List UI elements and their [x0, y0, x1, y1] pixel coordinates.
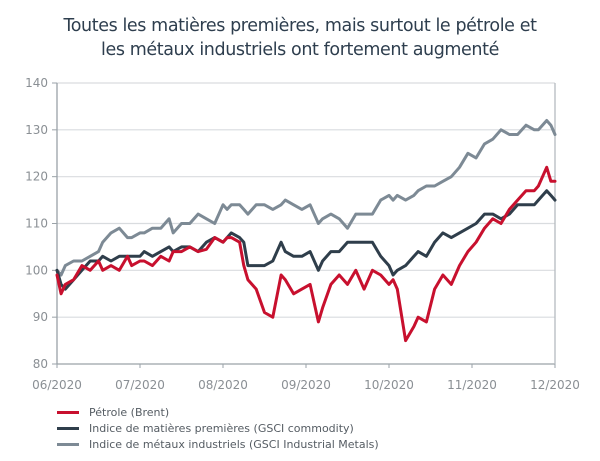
- x-tick-label: 11/2020: [447, 378, 497, 392]
- legend: Pétrole (Brent) Indice de matières premi…: [57, 404, 379, 452]
- x-tick-label: 07/2020: [115, 378, 165, 392]
- series-line-gsci-metals: [55, 119, 557, 277]
- y-tick-label: 80: [33, 357, 48, 371]
- legend-item-gsci-commodity: Indice de matières premières (GSCI commo…: [57, 420, 379, 436]
- y-tick-label: 120: [25, 170, 48, 184]
- x-tick-label: 08/2020: [198, 378, 248, 392]
- x-tick-label: 10/2020: [364, 378, 414, 392]
- legend-swatch-gsci-metals: [57, 442, 79, 446]
- y-tick-label: 110: [25, 217, 48, 231]
- y-tick-label: 100: [25, 263, 48, 277]
- gridlines: [57, 82, 555, 318]
- series-lines: [55, 119, 557, 343]
- x-tick-label: 09/2020: [281, 378, 331, 392]
- x-axis-tick-labels: 06/2020 07/2020 08/2020 09/2020 10/2020 11/20…: [32, 378, 580, 392]
- legend-label-gsci-commodity: Indice de matières premières (GSCI commo…: [89, 421, 354, 435]
- y-tick-label: 140: [25, 76, 48, 90]
- x-tick-label: 06/2020: [32, 378, 82, 392]
- legend-item-brent: Pétrole (Brent): [57, 404, 379, 420]
- legend-item-gsci-metals: Indice de métaux industriels (GSCI Indus…: [57, 436, 379, 452]
- series-line-gsci-commodity: [55, 189, 557, 291]
- x-tick-label: 12/2020: [530, 378, 580, 392]
- y-tick-label: 90: [33, 310, 48, 324]
- axes: [52, 82, 556, 368]
- y-tick-label: 130: [25, 123, 48, 137]
- chart-title-line-2: les métaux industriels ont fortement aug…: [101, 40, 499, 60]
- legend-label-brent: Pétrole (Brent): [89, 405, 170, 419]
- chart-title-line-1: Toutes les matières premières, mais surt…: [63, 16, 537, 36]
- legend-label-gsci-metals: Indice de métaux industriels (GSCI Indus…: [89, 437, 379, 451]
- chart-title: Toutes les matières premières, mais surt…: [0, 14, 600, 62]
- series-line-brent: [55, 165, 557, 343]
- legend-swatch-brent: [57, 410, 79, 414]
- legend-swatch-gsci-commodity: [57, 426, 79, 430]
- y-axis-tick-labels: 80 90 100 110 120 130 140: [25, 76, 48, 371]
